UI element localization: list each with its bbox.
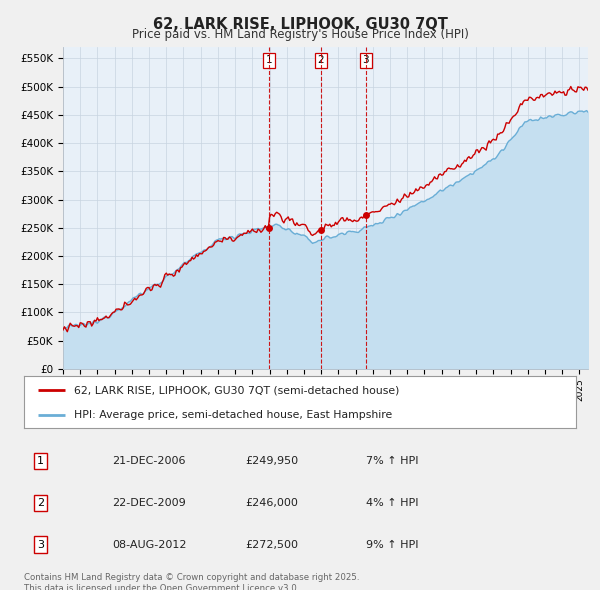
Text: Price paid vs. HM Land Registry's House Price Index (HPI): Price paid vs. HM Land Registry's House … [131,28,469,41]
Text: 21-DEC-2006: 21-DEC-2006 [112,457,186,466]
Text: Contains HM Land Registry data © Crown copyright and database right 2025.
This d: Contains HM Land Registry data © Crown c… [24,573,359,590]
Text: 9% ↑ HPI: 9% ↑ HPI [366,540,419,549]
Text: 2: 2 [317,55,324,65]
Text: £249,950: £249,950 [245,457,298,466]
Text: £272,500: £272,500 [245,540,298,549]
Text: 7% ↑ HPI: 7% ↑ HPI [366,457,419,466]
Text: 08-AUG-2012: 08-AUG-2012 [112,540,187,549]
Text: 2: 2 [37,498,44,508]
Text: 3: 3 [362,55,369,65]
Text: 1: 1 [37,457,44,466]
Text: 62, LARK RISE, LIPHOOK, GU30 7QT (semi-detached house): 62, LARK RISE, LIPHOOK, GU30 7QT (semi-d… [74,385,399,395]
Text: 22-DEC-2009: 22-DEC-2009 [112,498,186,508]
Text: HPI: Average price, semi-detached house, East Hampshire: HPI: Average price, semi-detached house,… [74,410,392,419]
Text: 4% ↑ HPI: 4% ↑ HPI [366,498,419,508]
Text: £246,000: £246,000 [245,498,298,508]
Text: 1: 1 [266,55,272,65]
Text: 62, LARK RISE, LIPHOOK, GU30 7QT: 62, LARK RISE, LIPHOOK, GU30 7QT [152,17,448,31]
Text: 3: 3 [37,540,44,549]
